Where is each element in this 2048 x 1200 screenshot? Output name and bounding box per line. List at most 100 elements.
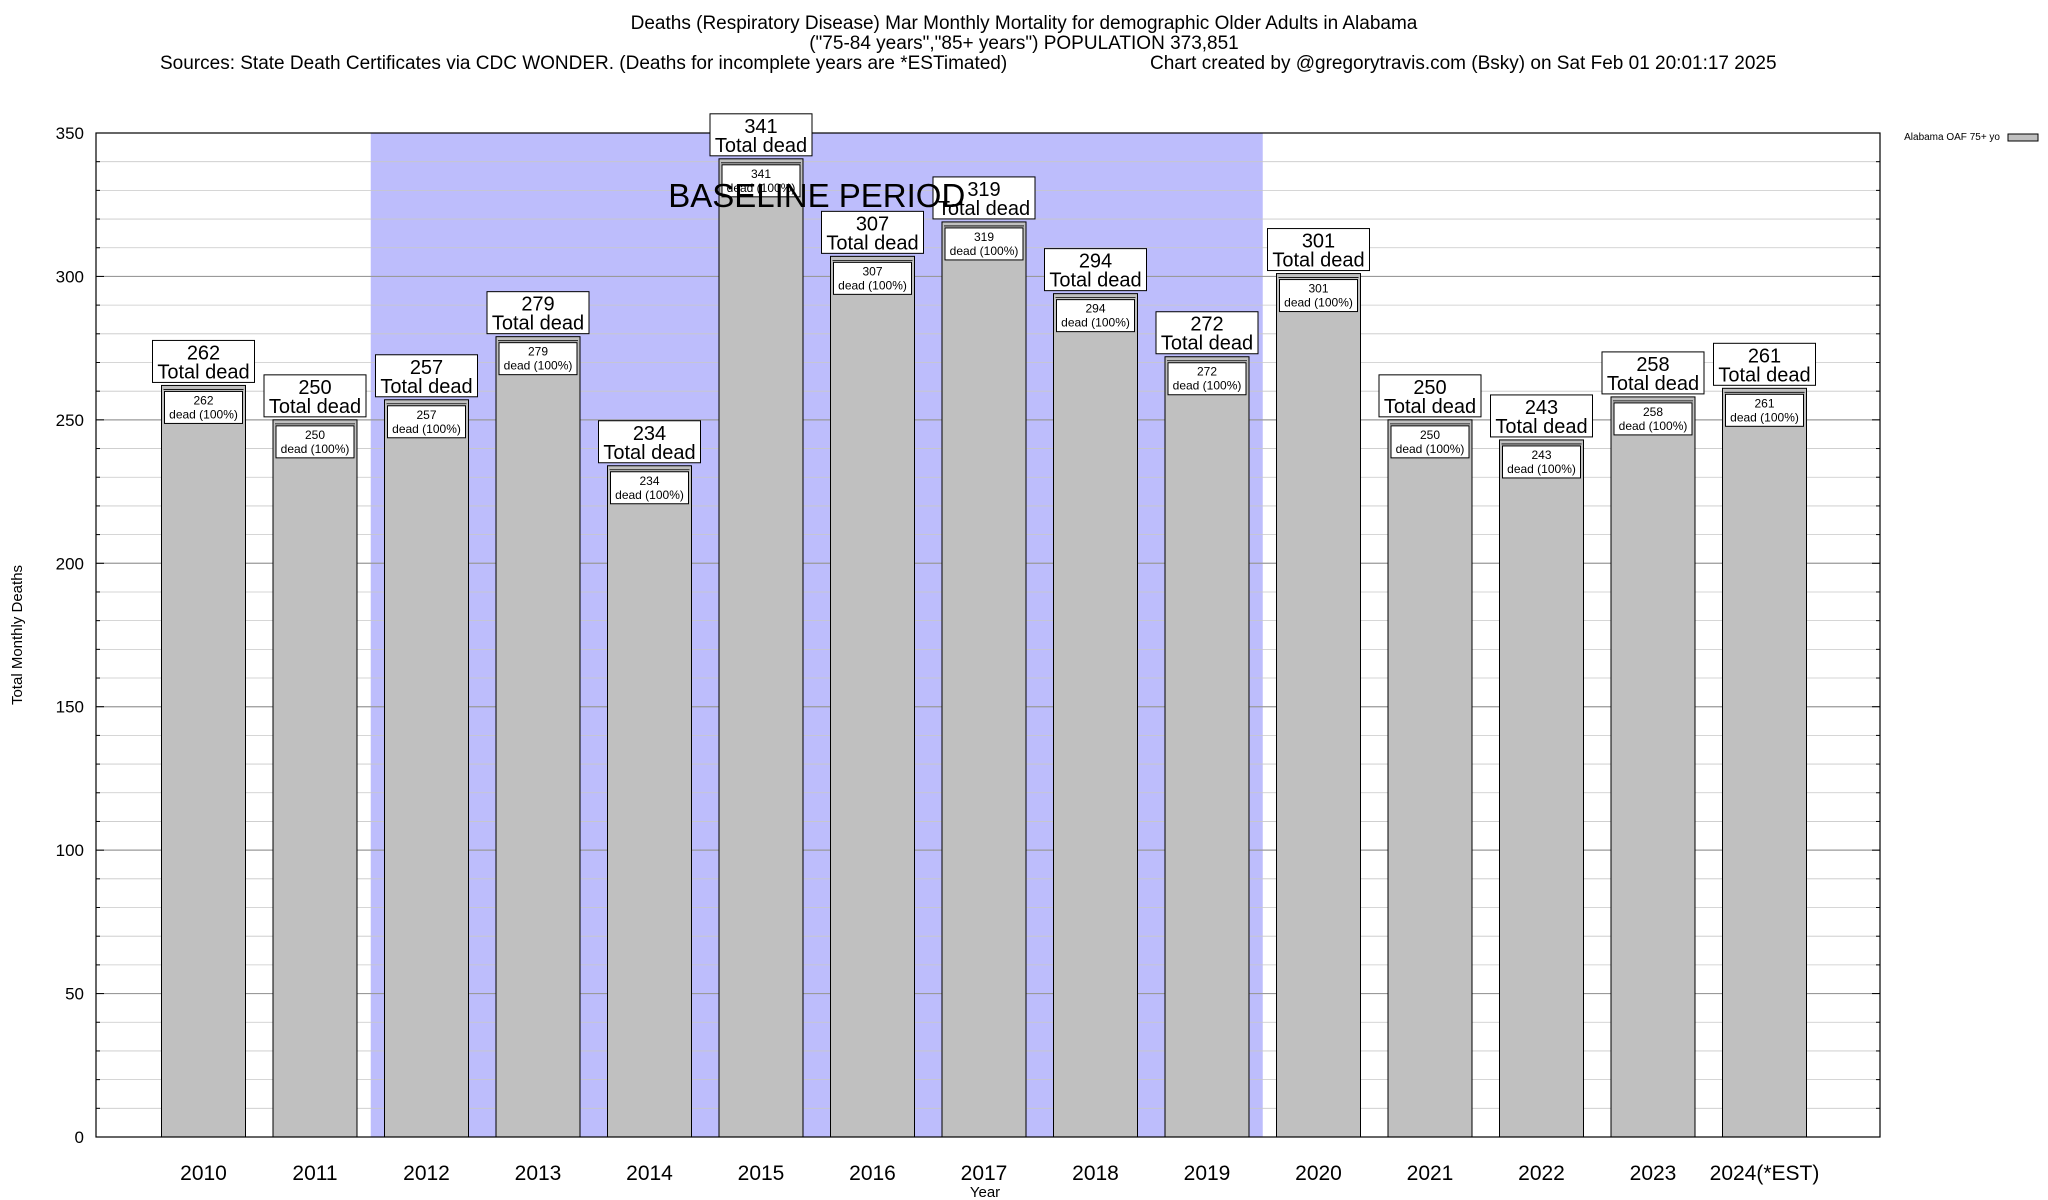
inner-percent-label: dead (100%) (504, 359, 573, 373)
total-label-box (932, 176, 1036, 220)
inner-label-box (721, 164, 801, 198)
inner-percent-label: dead (100%) (392, 422, 461, 436)
y-tick-label: 50 (65, 985, 84, 1004)
inner-value-label: 307 (862, 264, 882, 278)
x-tick-label: 2020 (1295, 1162, 1342, 1185)
total-label-box (1267, 228, 1370, 272)
y-tick-label: 100 (56, 841, 84, 860)
chart-subtitle: ("75-84 years","85+ years") POPULATION 3… (809, 33, 1239, 54)
total-label-box (1378, 374, 1482, 418)
inner-value-label: 243 (1531, 448, 1551, 462)
x-tick-label: 2018 (1072, 1162, 1119, 1185)
x-tick-label: 2019 (1184, 1162, 1231, 1185)
inner-value-label: 294 (1085, 302, 1105, 316)
legend-label: Alabama OAF 75+ yo (1904, 132, 2000, 143)
inner-percent-label: dead (100%) (1173, 379, 1242, 393)
bar (1722, 387, 1807, 1138)
x-tick-label: 2015 (738, 1162, 785, 1185)
inner-value-label: 279 (528, 345, 548, 359)
total-value-label: 341 (744, 116, 777, 138)
bar (1276, 273, 1361, 1138)
inner-value-label: 258 (1643, 405, 1663, 419)
bar (1387, 419, 1473, 1138)
total-value-label: 307 (856, 213, 889, 235)
inner-label-box (1725, 393, 1804, 427)
total-dead-label: Total dead (380, 376, 472, 398)
x-tick-label: 2012 (403, 1162, 450, 1185)
inner-value-label: 250 (305, 428, 325, 442)
bar (1610, 396, 1696, 1138)
y-tick-label: 150 (56, 698, 84, 717)
inner-label-box (1167, 362, 1247, 396)
chart-sources: Sources: State Death Certificates via CD… (160, 53, 1008, 74)
bar (718, 158, 804, 1138)
inner-percent-label: dead (100%) (169, 407, 238, 421)
total-dead-label: Total dead (1718, 364, 1810, 386)
y-tick-label: 350 (56, 124, 84, 143)
total-label-box (1713, 342, 1816, 386)
total-value-label: 279 (521, 294, 554, 316)
inner-label-box (1279, 279, 1358, 313)
inner-value-label: 272 (1197, 365, 1217, 379)
total-label-box (1490, 394, 1593, 438)
x-tick-label: 2022 (1518, 1162, 1565, 1185)
total-value-label: 262 (187, 342, 220, 364)
x-tick-label: 2011 (292, 1162, 337, 1185)
total-dead-label: Total dead (1607, 373, 1699, 395)
chart-credit: Chart created by @gregorytravis.com (Bsk… (1150, 53, 1777, 74)
bar (607, 465, 692, 1138)
total-value-label: 257 (410, 357, 443, 379)
inner-label-box (1613, 402, 1693, 436)
total-dead-label: Total dead (1049, 270, 1141, 292)
inner-value-label: 250 (1420, 428, 1440, 442)
total-value-label: 301 (1302, 231, 1335, 253)
x-tick-label: 2016 (849, 1162, 896, 1185)
inner-label-box (610, 471, 689, 505)
y-tick-label: 0 (75, 1128, 84, 1147)
inner-label-box (164, 390, 243, 424)
total-label-box (709, 113, 813, 157)
inner-value-label: 341 (751, 167, 771, 181)
x-axis-title: Year (970, 1184, 1000, 1200)
x-tick-label: 2023 (1630, 1162, 1677, 1185)
bar (941, 221, 1027, 1138)
inner-percent-label: dead (100%) (281, 442, 350, 456)
inner-percent-label: dead (100%) (615, 488, 684, 502)
x-tick-label: 2010 (180, 1162, 227, 1185)
x-tick-label: 2024(*EST) (1710, 1162, 1820, 1185)
total-value-label: 272 (1190, 314, 1223, 336)
bar (830, 255, 915, 1138)
total-value-label: 250 (298, 377, 331, 399)
inner-value-label: 257 (416, 408, 436, 422)
total-dead-label: Total dead (715, 135, 807, 157)
total-dead-label: Total dead (603, 442, 695, 464)
total-label-box (375, 354, 478, 398)
baseline-period-label: BASELINE PERIOD (668, 177, 965, 214)
total-dead-label: Total dead (1495, 416, 1587, 438)
inner-label-box (275, 425, 355, 459)
total-dead-label: Total dead (269, 396, 361, 418)
total-label-box (1044, 248, 1147, 292)
total-label-box (1601, 351, 1705, 395)
bar (495, 336, 581, 1138)
total-dead-label: Total dead (1161, 333, 1253, 355)
inner-value-label: 234 (639, 474, 659, 488)
bar (1499, 439, 1584, 1138)
inner-percent-label: dead (100%) (1061, 316, 1130, 330)
inner-percent-label: dead (100%) (950, 244, 1019, 258)
total-dead-label: Total dead (157, 361, 249, 383)
total-value-label: 294 (1079, 251, 1112, 273)
inner-percent-label: dead (100%) (1507, 462, 1576, 476)
total-dead-label: Total dead (1272, 250, 1364, 272)
total-label-box (263, 374, 367, 418)
total-value-label: 234 (633, 423, 666, 445)
total-dead-label: Total dead (938, 198, 1030, 220)
y-axis-title: Total Monthly Deaths (9, 565, 26, 705)
x-tick-label: 2021 (1407, 1162, 1454, 1185)
total-value-label: 250 (1413, 377, 1446, 399)
total-dead-label: Total dead (1384, 396, 1476, 418)
total-label-box (598, 420, 701, 464)
y-tick-label: 200 (56, 554, 84, 573)
inner-label-box (1390, 425, 1470, 459)
